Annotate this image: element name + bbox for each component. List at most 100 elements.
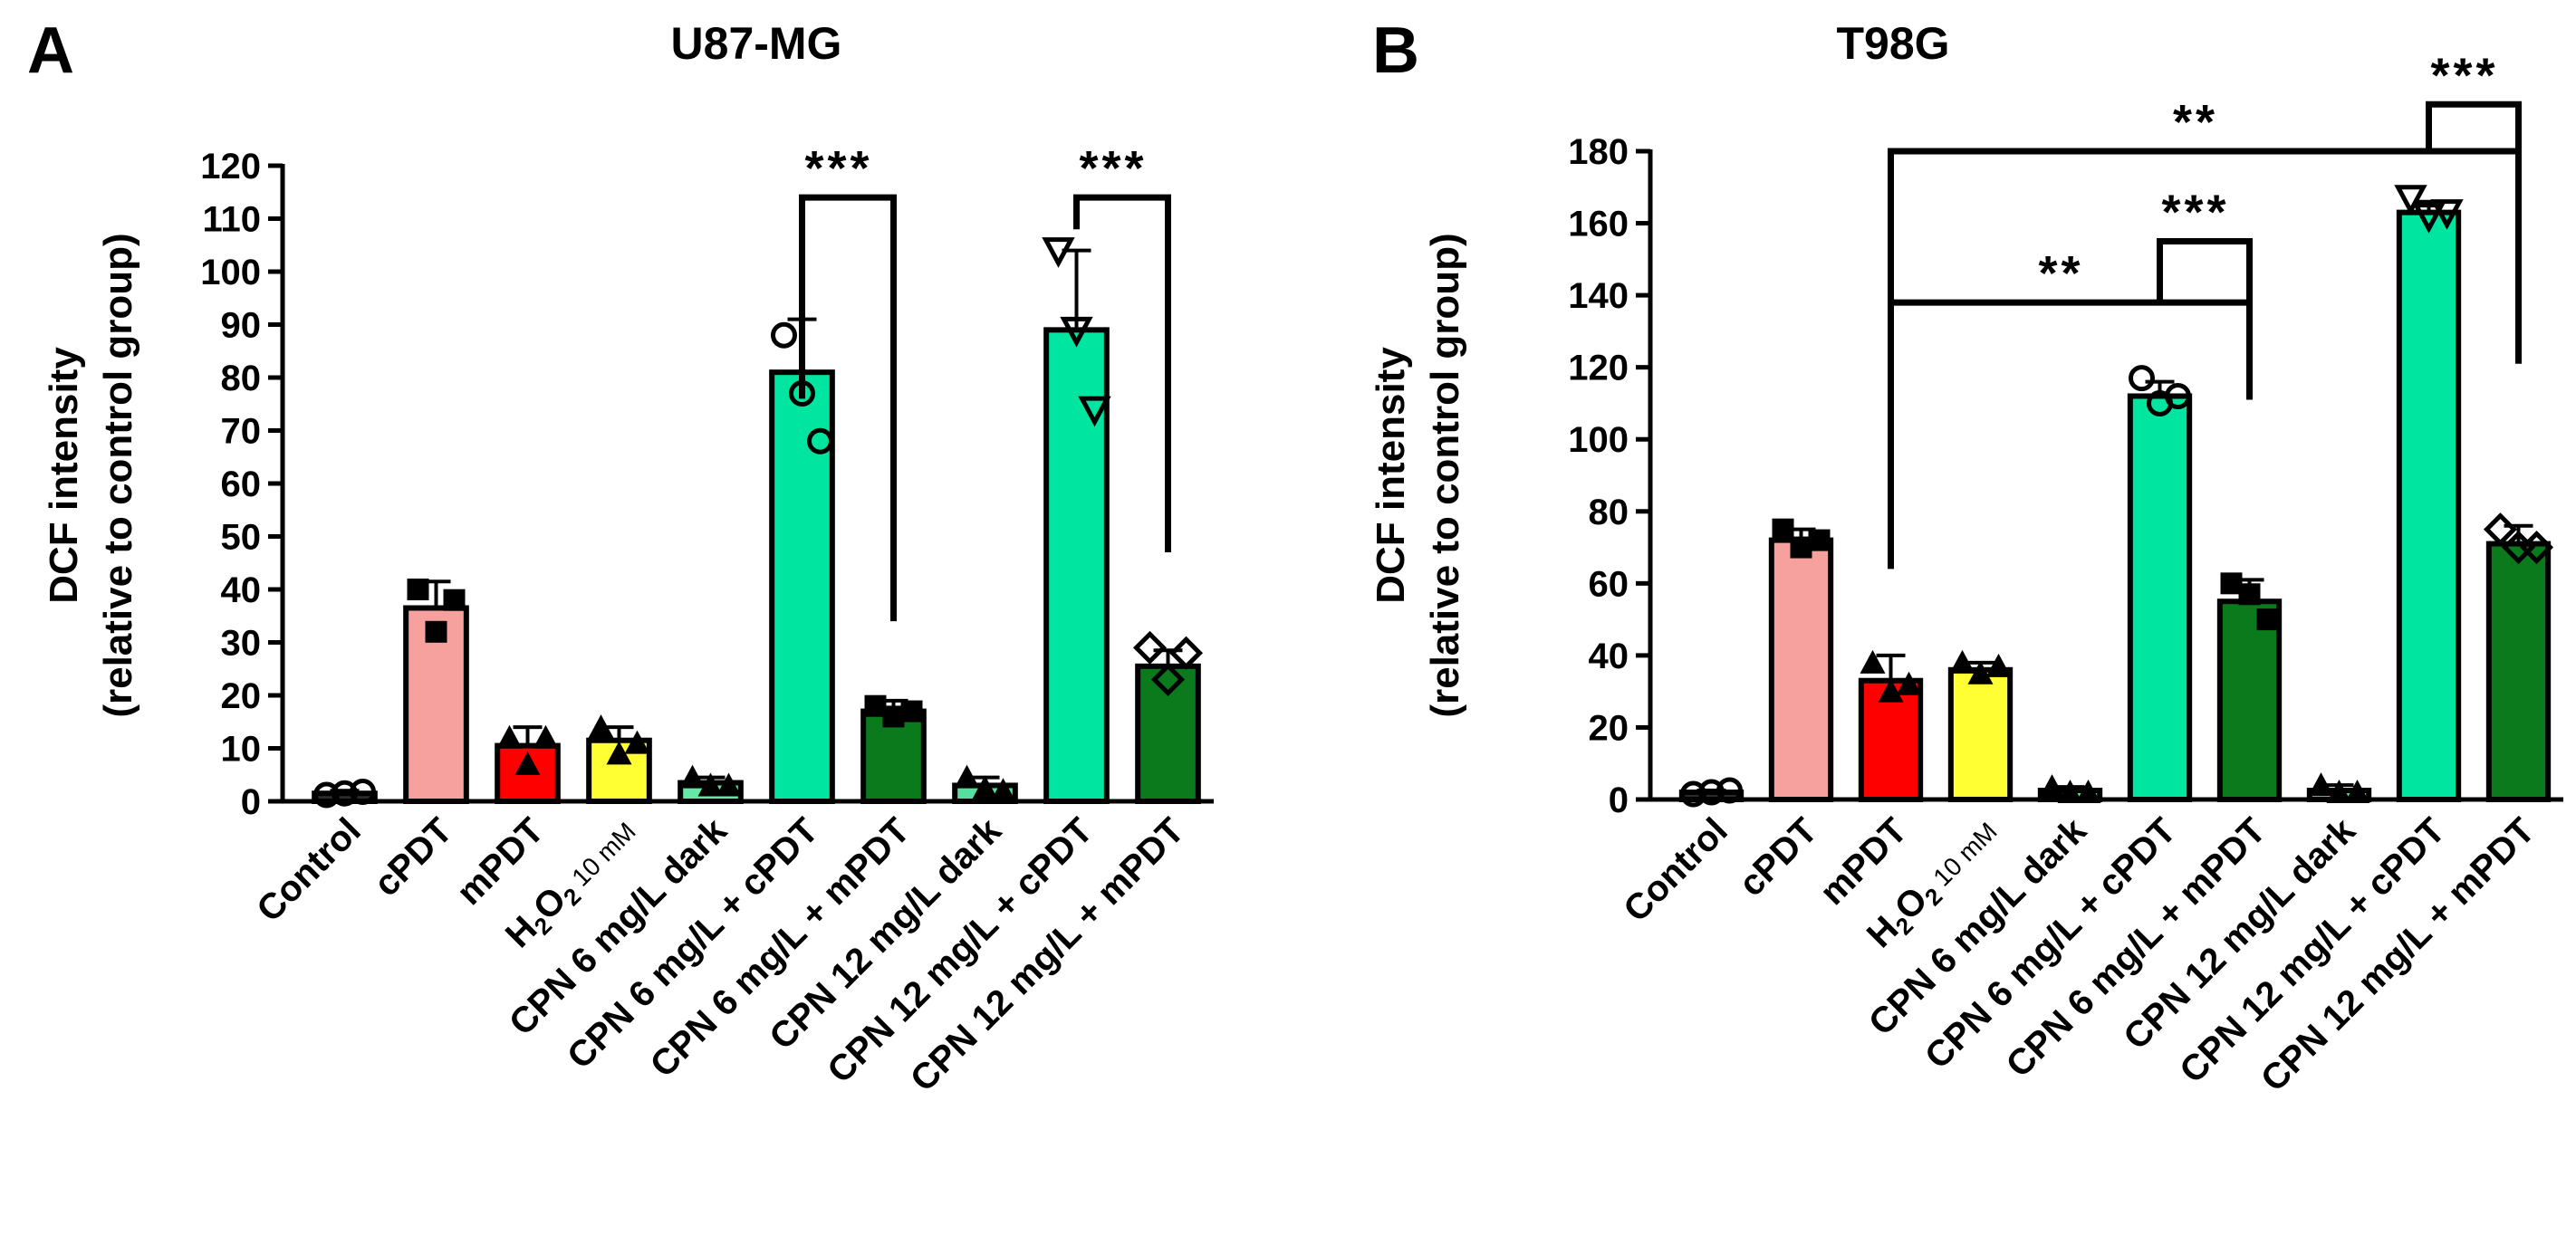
y-tick-label: 100 (200, 253, 261, 292)
y-tick-label: 80 (221, 359, 262, 398)
data-point (2129, 365, 2155, 392)
significance-label: *** (1079, 141, 1147, 196)
x-tick-label: Control (1616, 810, 1735, 930)
x-tick-label: cPDT (366, 810, 459, 904)
y-tick-label: 50 (221, 518, 262, 558)
bar (769, 369, 835, 804)
data-point (514, 752, 541, 776)
data-point (313, 781, 340, 809)
y-axis-label: DCF intensity (1369, 347, 1413, 604)
y-tick-label: 40 (221, 570, 262, 610)
y-tick-label: 30 (221, 624, 262, 664)
bar (1678, 790, 1745, 802)
data-point (2430, 199, 2464, 230)
chart-title: U87-MG (671, 18, 842, 69)
chart-title: T98G (1836, 18, 1949, 69)
data-point (1042, 237, 1075, 268)
y-tick-label: 70 (221, 412, 262, 452)
significance-bracket (799, 194, 897, 622)
data-point (533, 724, 559, 749)
y-axis-label-line2: (relative to control group) (1423, 233, 1467, 717)
y-tick-label: 0 (241, 782, 261, 822)
y-tick-label: 140 (1568, 276, 1629, 316)
bar (2127, 393, 2193, 802)
bar (403, 605, 469, 804)
data-point (2238, 583, 2261, 606)
data-point (1060, 316, 1093, 348)
panel-a: A U87-MG DCF intensity (relative to control… (27, 14, 1214, 1099)
y-axis-label: DCF intensity (42, 347, 86, 604)
data-point (807, 427, 833, 455)
data-point (1150, 662, 1186, 696)
data-point (771, 321, 797, 349)
data-point (2326, 780, 2352, 804)
bar (2216, 598, 2283, 802)
bar (1947, 666, 2014, 802)
bar (2485, 541, 2552, 802)
data-point (2256, 608, 2279, 631)
panel-letter: B (1372, 14, 1419, 87)
data-point (1985, 653, 2012, 677)
data-point (990, 778, 1016, 802)
data-point (606, 741, 632, 765)
significance-bracket (2426, 101, 2522, 364)
data-point (2519, 531, 2554, 565)
significance-label: *** (804, 141, 872, 196)
data-point (407, 579, 429, 600)
data-point (443, 589, 466, 611)
data-point (2394, 185, 2427, 215)
y-axis-label-line2: (relative to control group) (96, 233, 140, 717)
significance-label: ** (2173, 95, 2218, 149)
data-point (900, 700, 923, 723)
data-point (624, 730, 650, 754)
significance-bracket (1073, 194, 1171, 553)
data-point (2057, 780, 2083, 804)
y-tick-label: 120 (200, 147, 261, 187)
y-tick-label: 120 (1568, 349, 1629, 388)
data-point (1078, 396, 1111, 427)
panel-letter: A (27, 14, 74, 87)
bar (2396, 209, 2462, 803)
data-point (496, 724, 523, 749)
data-point (2344, 780, 2370, 804)
significance-bracket (2157, 237, 2253, 400)
panel-b: B T98G DCF intensity (relative to control g… (1369, 14, 2563, 1099)
significance-label: *** (2430, 48, 2498, 102)
y-tick-label: 60 (221, 464, 262, 504)
data-point (350, 778, 376, 805)
data-point (332, 780, 358, 807)
y-tick-label: 160 (1568, 205, 1629, 244)
y-tick-label: 100 (1568, 420, 1629, 460)
data-point (1949, 649, 1975, 674)
data-point (972, 775, 998, 799)
data-point (954, 764, 980, 789)
data-point (1168, 636, 1204, 670)
data-point (697, 772, 724, 797)
bar (1768, 537, 1834, 802)
significance-label: ** (2038, 246, 2083, 301)
significance-bracket (1888, 299, 2253, 368)
y-tick-label: 40 (1589, 637, 1629, 676)
data-point (716, 772, 742, 797)
data-point (1878, 678, 1904, 703)
y-tick-label: 80 (1589, 493, 1629, 532)
y-tick-label: 90 (221, 306, 262, 346)
data-point (1896, 671, 1922, 695)
data-point (1716, 777, 1743, 804)
significance-bracket (1888, 148, 2519, 570)
x-tick-label: Control (249, 810, 369, 930)
data-point (1680, 780, 1706, 808)
y-tick-label: 180 (1568, 132, 1629, 172)
data-point (679, 764, 706, 789)
y-tick-label: 20 (1589, 708, 1629, 748)
y-tick-label: 60 (1589, 564, 1629, 604)
data-point (1860, 649, 1886, 674)
data-point (1808, 529, 1831, 551)
data-point (1967, 660, 1994, 685)
data-point (1698, 779, 1725, 806)
data-point (2483, 512, 2518, 547)
y-tick-label: 10 (221, 730, 262, 770)
data-point (588, 714, 614, 739)
data-point (2308, 772, 2334, 797)
